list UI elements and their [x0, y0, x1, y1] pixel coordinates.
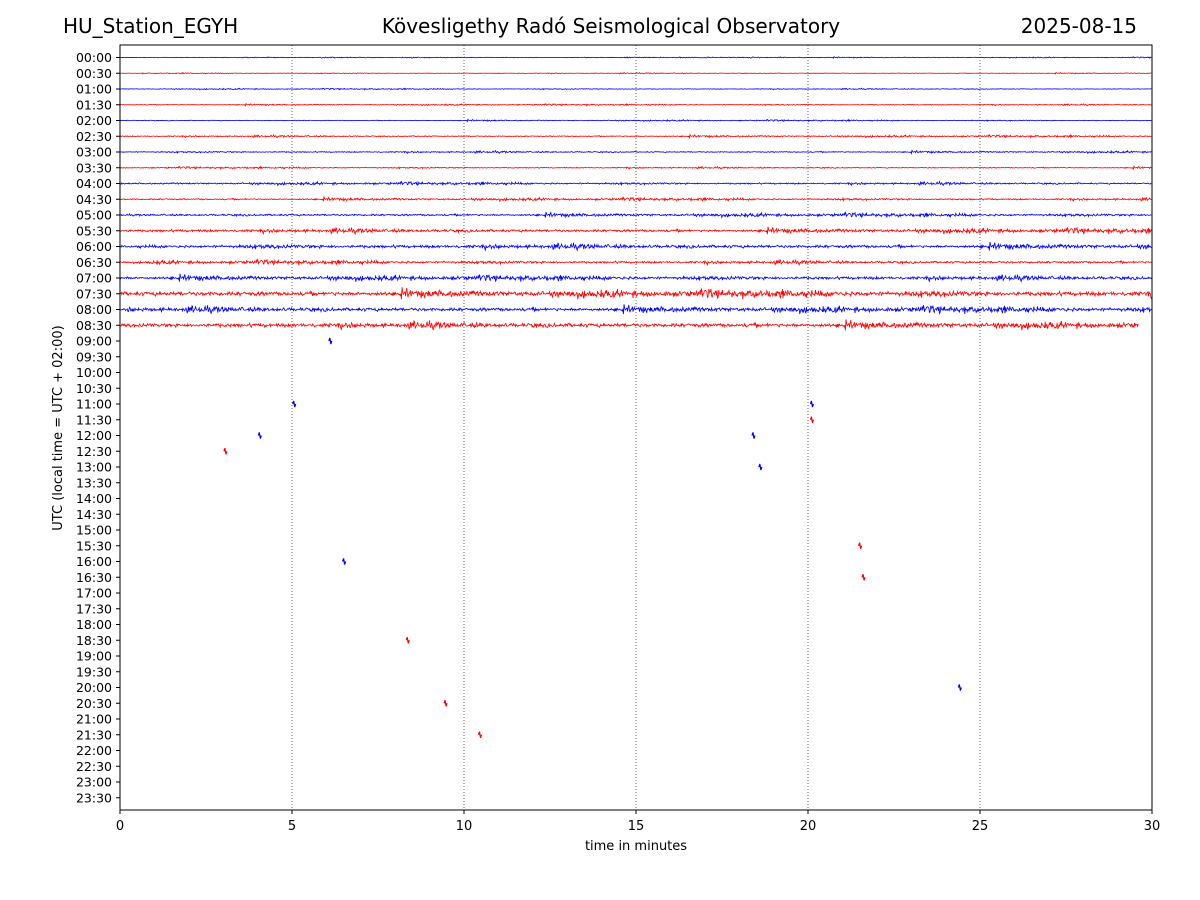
- spike-mark: [405, 637, 410, 644]
- y-tick-label: 19:00: [76, 649, 112, 664]
- spike-mark: [292, 400, 297, 408]
- y-tick-label: 05:00: [76, 208, 112, 223]
- y-tick-label: 17:30: [76, 601, 112, 616]
- y-tick-label: 15:00: [76, 523, 112, 538]
- y-tick-label: 11:30: [76, 412, 112, 427]
- y-tick-label: 04:00: [76, 176, 112, 191]
- y-tick-label: 18:30: [76, 633, 112, 648]
- y-tick-label: 10:30: [76, 381, 112, 396]
- y-tick-label: 00:00: [76, 50, 112, 65]
- y-tick-label: 12:00: [76, 428, 112, 443]
- x-axis-label: time in minutes: [585, 839, 687, 854]
- trace-02:00: [119, 118, 1152, 123]
- chart-date: 2025-08-15: [1020, 14, 1137, 38]
- x-tick-label: 15: [628, 819, 645, 834]
- y-tick-label: 06:30: [76, 255, 112, 270]
- y-tick-label: 15:30: [76, 538, 112, 553]
- spike-mark: [957, 684, 962, 691]
- trace-01:00: [119, 87, 1152, 91]
- y-tick-label: 20:30: [76, 696, 112, 711]
- spike-mark: [477, 731, 483, 738]
- y-axis-label: UTC (local time = UTC + 02:00): [51, 325, 66, 530]
- x-tick-label: 0: [116, 819, 124, 834]
- y-tick-label: 14:00: [76, 491, 112, 506]
- spike-mark: [758, 463, 763, 471]
- y-tick-label: 07:00: [76, 271, 112, 286]
- y-tick-label: 08:00: [76, 302, 112, 317]
- chart-title: Kövesligethy Radó Seismological Observat…: [381, 14, 841, 38]
- spike-mark: [223, 448, 228, 455]
- y-tick-label: 01:00: [76, 82, 112, 97]
- trace-07:30: [119, 287, 1152, 300]
- spike-mark: [858, 542, 863, 549]
- y-tick-label: 01:30: [76, 97, 112, 112]
- y-tick-label: 17:00: [76, 586, 112, 601]
- y-tick-label: 11:00: [76, 397, 112, 412]
- y-tick-label: 10:00: [76, 365, 112, 380]
- y-tick-label: 13:00: [76, 460, 112, 475]
- y-tick-label: 21:00: [76, 712, 112, 727]
- spike-mark: [861, 574, 866, 581]
- y-tick-label: 09:30: [76, 349, 112, 364]
- y-tick-label: 09:00: [76, 334, 112, 349]
- y-tick-label: 07:30: [76, 286, 112, 301]
- trace-01:30: [119, 102, 1152, 107]
- spike-mark: [342, 558, 347, 565]
- trace-04:30: [119, 195, 1152, 203]
- y-tick-label: 18:00: [76, 617, 112, 632]
- spike-mark: [443, 700, 448, 707]
- x-tick-label: 25: [972, 819, 989, 834]
- trace-06:30: [119, 258, 1152, 266]
- y-tick-label: 22:00: [76, 743, 112, 758]
- x-tick-label: 10: [456, 819, 473, 834]
- trace-00:00: [120, 55, 1152, 60]
- x-tick-label: 5: [288, 819, 296, 834]
- y-tick-label: 20:00: [76, 680, 112, 695]
- spike-mark: [809, 416, 815, 423]
- spike-mark: [328, 337, 333, 345]
- y-tick-label: 21:30: [76, 727, 112, 742]
- y-tick-label: 03:30: [76, 160, 112, 175]
- y-tick-label: 22:30: [76, 759, 112, 774]
- y-tick-label: 16:30: [76, 570, 112, 585]
- y-tick-label: 12:30: [76, 444, 112, 459]
- x-tick-label: 20: [800, 819, 817, 834]
- y-tick-label: 16:00: [76, 554, 112, 569]
- trace-04:00: [119, 180, 1152, 187]
- trace-00:30: [120, 71, 1152, 75]
- y-tick-label: 19:30: [76, 664, 112, 679]
- y-tick-label: 04:30: [76, 192, 112, 207]
- y-tick-label: 08:30: [76, 318, 112, 333]
- y-tick-label: 05:30: [76, 223, 112, 238]
- spike-mark: [751, 432, 756, 439]
- trace-06:00: [119, 241, 1152, 252]
- y-tick-label: 03:00: [76, 145, 112, 160]
- y-tick-label: 02:00: [76, 113, 112, 128]
- y-tick-label: 06:00: [76, 239, 112, 254]
- spike-mark: [809, 400, 815, 408]
- trace-03:30: [119, 165, 1152, 171]
- y-tick-label: 14:30: [76, 507, 112, 522]
- y-tick-label: 13:30: [76, 475, 112, 490]
- trace-02:30: [119, 133, 1152, 140]
- y-tick-label: 23:30: [76, 790, 112, 805]
- y-tick-label: 02:30: [76, 129, 112, 144]
- trace-05:30: [119, 226, 1152, 236]
- trace-07:00: [119, 273, 1152, 283]
- station-name: HU_Station_EGYH: [63, 14, 239, 38]
- y-tick-label: 23:00: [76, 775, 112, 790]
- trace-03:00: [119, 149, 1152, 155]
- trace-08:30: [119, 319, 1139, 331]
- trace-08:00: [119, 304, 1152, 315]
- trace-05:00: [119, 211, 1152, 219]
- y-tick-label: 00:30: [76, 66, 112, 81]
- spike-mark: [257, 432, 262, 439]
- x-tick-label: 30: [1144, 819, 1161, 834]
